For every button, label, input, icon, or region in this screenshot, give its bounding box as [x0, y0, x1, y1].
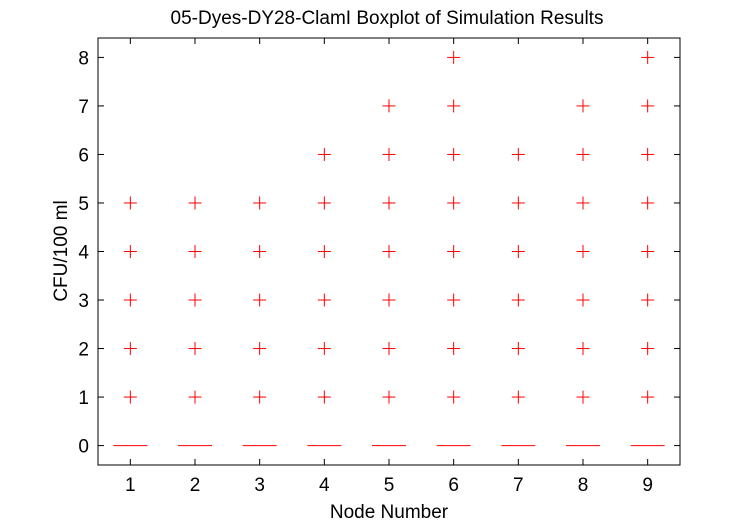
y-tick-label: 4 [78, 243, 89, 264]
outlier-point [641, 390, 655, 404]
outlier-point [511, 196, 525, 210]
y-tick-label: 8 [78, 48, 89, 69]
outlier-point [253, 390, 267, 404]
outlier-point [382, 99, 396, 113]
x-tick-label: 9 [642, 475, 653, 496]
outlier-point [382, 342, 396, 356]
x-tick-label: 1 [125, 475, 136, 496]
outlier-point [447, 147, 461, 161]
outlier-point [382, 293, 396, 307]
y-tick-label: 0 [78, 437, 89, 458]
outlier-point [317, 342, 331, 356]
outlier-point [382, 147, 396, 161]
outlier-point [188, 390, 202, 404]
x-tick-label: 7 [513, 475, 524, 496]
outlier-point [188, 342, 202, 356]
outlier-point [641, 245, 655, 258]
y-axis-label: CFU/100 ml [51, 200, 72, 301]
outlier-point [511, 293, 525, 307]
outlier-point [511, 245, 525, 258]
outlier-point [511, 147, 525, 161]
outlier-point [317, 245, 331, 258]
outlier-point [253, 293, 267, 307]
outliers [123, 50, 655, 404]
outlier-point [447, 245, 461, 258]
y-tick-label: 3 [78, 291, 89, 312]
outlier-point [576, 99, 590, 113]
outlier-point [317, 196, 331, 210]
y-tick-label: 6 [78, 145, 89, 166]
outlier-point [576, 245, 590, 258]
outlier-point [188, 245, 202, 258]
outlier-point [382, 196, 396, 210]
outlier-point [641, 196, 655, 210]
outlier-point [188, 196, 202, 210]
outlier-point [382, 245, 396, 258]
x-tick-label: 6 [448, 475, 459, 496]
outlier-point [447, 50, 461, 64]
outlier-point [253, 342, 267, 356]
y-tick-label: 7 [78, 97, 89, 118]
outlier-point [317, 293, 331, 307]
outlier-point [123, 293, 137, 307]
outlier-point [576, 293, 590, 307]
outlier-point [447, 342, 461, 356]
outlier-point [123, 390, 137, 404]
x-tick-label: 4 [319, 475, 330, 496]
axis-ticks: 1 2 3 4 5 6 7 8 9 0 1 2 3 4 5 6 7 8 [78, 38, 680, 496]
outlier-point [317, 147, 331, 161]
outlier-point [253, 196, 267, 210]
outlier-point [576, 147, 590, 161]
outlier-point [576, 390, 590, 404]
y-tick-label: 2 [78, 340, 89, 361]
outlier-point [123, 245, 137, 258]
outlier-point [641, 342, 655, 356]
outlier-point [447, 99, 461, 113]
outlier-point [641, 293, 655, 307]
outlier-point [576, 196, 590, 210]
outlier-point [123, 196, 137, 210]
y-tick-label: 1 [78, 388, 89, 409]
outlier-point [188, 293, 202, 307]
x-tick-label: 8 [578, 475, 589, 496]
outlier-point [447, 196, 461, 210]
outlier-point [447, 293, 461, 307]
outlier-point [641, 147, 655, 161]
y-tick-label: 5 [78, 194, 89, 215]
x-tick-label: 5 [384, 475, 395, 496]
outlier-point [317, 390, 331, 404]
outlier-point [123, 342, 137, 356]
outlier-point [382, 390, 396, 404]
chart-title: 05-Dyes-DY28-ClamI Boxplot of Simulation… [171, 8, 604, 29]
outlier-point [511, 390, 525, 404]
x-tick-label: 3 [254, 475, 265, 496]
outlier-point [447, 390, 461, 404]
outlier-point [641, 99, 655, 113]
outlier-point [253, 245, 267, 258]
outlier-point [576, 342, 590, 356]
x-axis-label: Node Number [330, 502, 449, 523]
outlier-point [511, 342, 525, 356]
x-tick-label: 2 [190, 475, 201, 496]
outlier-point [641, 50, 655, 64]
